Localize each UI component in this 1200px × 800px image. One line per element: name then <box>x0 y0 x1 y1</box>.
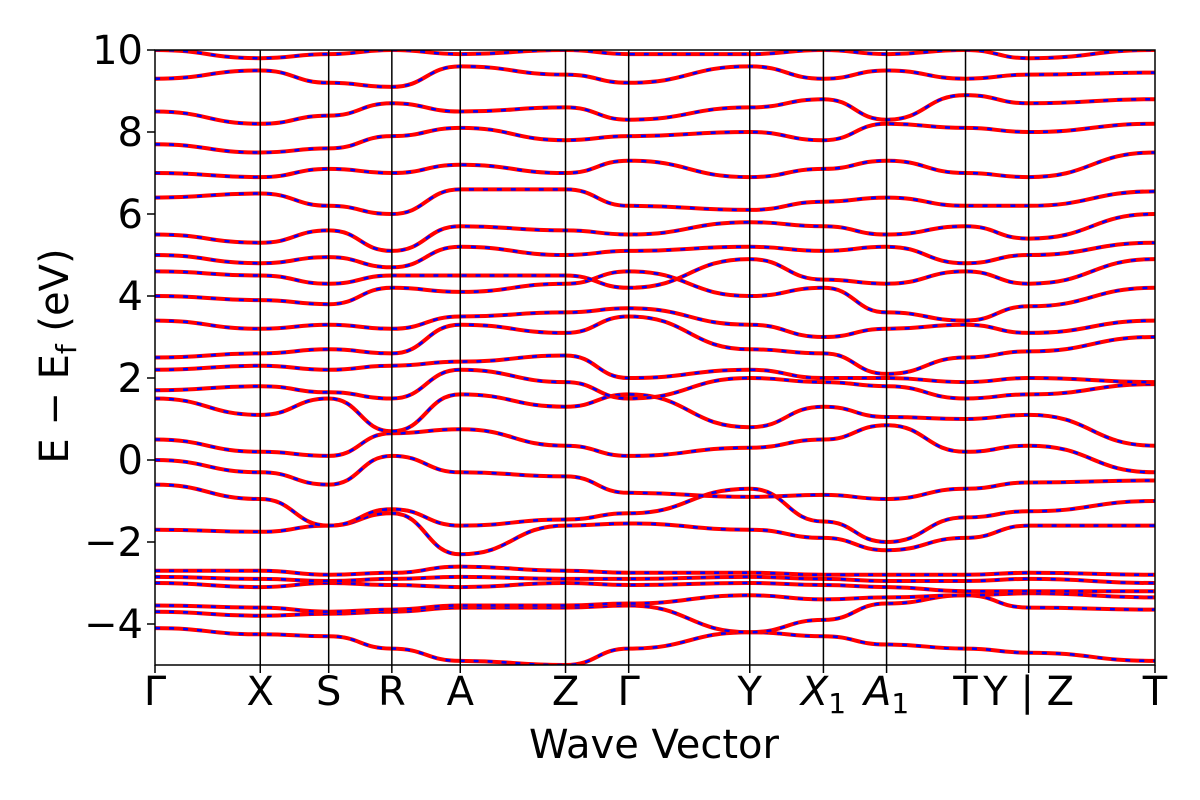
band-line-blue <box>155 151 1155 179</box>
x-tick-label: Y | Z <box>982 669 1074 715</box>
y-axis-title-unit: (eV) <box>32 248 78 344</box>
x-tick-label: Γ <box>618 669 641 715</box>
x-tick-label: T <box>1142 669 1168 715</box>
band-line-blue <box>155 270 1155 322</box>
band-line-red <box>155 187 1155 217</box>
y-tick-label: 4 <box>118 274 143 320</box>
y-axis: −4 −2 0 2 4 6 8 10 <box>84 28 155 648</box>
x-tick-label: R <box>378 669 406 715</box>
y-tick-label: 0 <box>118 438 143 484</box>
band-line-blue <box>155 592 1155 613</box>
band-line-red <box>155 564 1155 577</box>
band-line-blue <box>155 393 1155 447</box>
band-line-red <box>155 367 1155 401</box>
band-line-red <box>155 240 1155 270</box>
band-line-red <box>155 212 1155 253</box>
high-symmetry-lines <box>259 50 1030 665</box>
x-tick-label: X <box>247 669 274 715</box>
band-line-red <box>155 574 1155 585</box>
x-tick-label: T <box>952 669 978 715</box>
band-line-red <box>155 50 1155 61</box>
x-tick-label: A <box>447 669 475 715</box>
band-line-red <box>155 453 1155 502</box>
band-line-blue <box>155 594 1155 634</box>
band-line-red <box>155 150 1155 180</box>
y-axis-title: E − Ef (eV) <box>32 248 83 463</box>
y-tick-label: −2 <box>84 520 143 566</box>
x-tick-label: Γ <box>144 669 167 715</box>
x-axis-title: Wave Vector <box>529 722 780 768</box>
x-tick-label: Z <box>552 669 579 715</box>
band-line-red <box>155 306 1155 340</box>
y-tick-label: 2 <box>118 356 143 402</box>
band-line-blue <box>155 307 1155 339</box>
x-tick-label: S <box>316 669 341 715</box>
y-tick-label: 6 <box>118 192 143 238</box>
band-line-blue <box>155 257 1155 290</box>
x-tick-label: A1 <box>861 669 909 720</box>
plot-area <box>155 50 1155 665</box>
y-tick-label: 8 <box>118 110 143 156</box>
axes-frame <box>154 49 1156 666</box>
band-line-red <box>155 64 1155 89</box>
y-tick-label: 10 <box>92 28 143 74</box>
y-axis-title-main: E − E <box>32 354 78 464</box>
band-line-red <box>155 423 1155 475</box>
y-tick-label: −4 <box>84 602 143 648</box>
band-line-blue <box>155 575 1155 585</box>
band-line-blue <box>155 626 1155 665</box>
band-line-blue <box>155 241 1155 269</box>
x-tick-label: Y <box>737 669 763 715</box>
y-axis-title-sub: f <box>50 343 83 354</box>
band-line-red <box>155 580 1155 594</box>
x-tick-label: X1 <box>799 669 846 720</box>
band-line-red <box>155 121 1155 155</box>
band-line-blue <box>155 122 1155 154</box>
